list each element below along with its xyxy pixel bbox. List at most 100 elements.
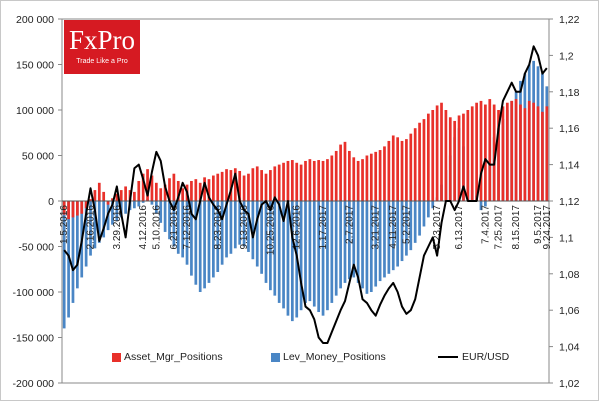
lev-money-bar — [84, 201, 88, 267]
asset-mgr-bar — [405, 139, 408, 201]
x-axis-labels: 1.5.2016 2.16.2016 3.29.2016 4.12.2016 5.10.… — [59, 205, 553, 255]
asset-mgr-bar — [413, 128, 417, 201]
asset-mgr-bar — [106, 201, 110, 205]
asset-mgr-bar — [505, 102, 509, 201]
lev-money-bar — [369, 201, 373, 292]
asset-mgr-bar — [519, 104, 522, 201]
asset-mgr-bar — [76, 201, 79, 216]
asset-mgr-bar — [71, 201, 75, 218]
lev-money-bar — [400, 201, 404, 262]
asset-mgr-bar — [457, 115, 461, 201]
asset-mgr-bar — [159, 188, 163, 201]
right-tick-label: 1,16 — [559, 123, 580, 135]
asset-mgr-bar — [374, 151, 378, 201]
x-tick-label: 1.5.2016 — [59, 205, 70, 244]
lev-money-bar — [330, 201, 334, 303]
lev-money-bar — [176, 201, 180, 254]
asset-mgr-bar — [225, 169, 228, 201]
asset-mgr-bar — [466, 110, 470, 201]
lev-money-bar — [229, 201, 233, 254]
asset-mgr-bar — [387, 140, 391, 201]
lev-money-bar — [431, 201, 435, 209]
asset-mgr-bar — [400, 140, 404, 201]
lev-money-bar — [137, 201, 141, 207]
lev-money-bar — [343, 201, 347, 283]
lev-money-bar — [168, 201, 171, 240]
x-tick-label: 12.6.2016 — [292, 205, 303, 250]
lev-money-bar — [198, 201, 202, 292]
asset-mgr-bar — [541, 111, 544, 201]
lev-money-bar — [383, 201, 386, 278]
asset-mgr-bar — [133, 191, 136, 201]
legend-item-lev: Lev_Money_Positions — [271, 350, 386, 364]
lev-money-bar — [111, 201, 114, 225]
lev-money-bar — [251, 201, 255, 260]
lev-money-bar — [159, 201, 163, 223]
asset-mgr-bar — [141, 173, 145, 201]
x-tick-label: 8.23.2016 — [213, 205, 224, 250]
asset-mgr-bar — [536, 106, 540, 201]
asset-mgr-bar — [391, 135, 395, 201]
asset-mgr-bar — [343, 141, 347, 201]
asset-mgr-bar — [440, 102, 443, 201]
lev-money-bar — [361, 201, 364, 289]
right-tick-label: 1,08 — [559, 269, 580, 281]
lev-money-bar — [260, 201, 263, 274]
asset-mgr-bar — [111, 198, 114, 201]
asset-mgr-bar — [242, 175, 246, 201]
lev-money-bar — [317, 201, 321, 313]
lev-money-bar — [405, 201, 408, 256]
asset-mgr-bar — [67, 201, 70, 220]
asset-mgr-bar — [229, 170, 233, 201]
right-axis: 1,22 1,2 1,18 1,16 1,14 1,12 1,1 1,08 1,06 1,04 1,… — [549, 14, 580, 390]
lev-money-bar — [255, 201, 259, 267]
asset-mgr-bar — [124, 186, 127, 201]
lev-money-bar — [71, 201, 75, 303]
asset-mgr-bar — [115, 193, 119, 201]
lev-money-bar — [290, 201, 294, 322]
left-tick-label: -50 000 — [18, 242, 54, 254]
asset-mgr-bar — [264, 173, 268, 201]
lev-money-bar — [247, 201, 250, 252]
asset-mgr-bar — [255, 166, 259, 201]
lev-money-bar — [194, 201, 198, 285]
asset-mgr-bar — [448, 117, 452, 201]
asset-mgr-bar — [501, 106, 505, 201]
lev-money-bar — [102, 201, 106, 238]
asset-mgr-bar — [426, 113, 430, 201]
x-tick-label: 8.15.2017 — [511, 205, 522, 250]
lev-money-bar — [190, 201, 193, 276]
asset-mgr-bar — [523, 108, 527, 201]
asset-mgr-bar — [484, 104, 487, 201]
asset-mgr-bar — [89, 199, 92, 201]
asset-mgr-bar — [247, 173, 250, 201]
x-tick-label: 2.7.2017 — [344, 205, 355, 244]
legend-item-asset: Asset_Mgr_Positions — [112, 350, 223, 364]
lev-money-bar — [299, 201, 303, 311]
asset-mgr-bar — [326, 159, 329, 201]
asset-mgr-bar — [339, 144, 342, 201]
asset-mgr-bar — [497, 110, 500, 201]
eur-usd-line — [63, 45, 548, 344]
asset-mgr-bar — [383, 146, 386, 201]
lev-money-bar — [308, 201, 312, 302]
x-tick-label: 5.23.2017 — [432, 205, 443, 250]
asset-mgr-bar — [163, 184, 167, 201]
fxpro-logo: FxPro Trade Like a Pro — [64, 20, 140, 74]
lev-money-bar — [242, 201, 246, 247]
lev-money-bar — [220, 201, 224, 265]
asset-mgr-bar — [431, 110, 435, 201]
lev-money-bar — [163, 201, 167, 232]
lev-money-bar — [216, 201, 220, 272]
asset-mgr-bar — [514, 99, 518, 201]
asset-mgr-bar — [299, 164, 303, 201]
asset-mgr-bar — [352, 157, 356, 201]
x-tick-label: 7.4.2017 — [480, 205, 491, 244]
lev-money-bar — [418, 201, 421, 236]
lev-money-bar — [286, 201, 290, 316]
lev-money-bar — [277, 201, 281, 303]
lev-money-bar — [391, 201, 395, 271]
asset-mgr-bar — [435, 105, 439, 201]
asset-mgr-bar — [475, 102, 478, 201]
lev-money-bar — [89, 201, 92, 256]
